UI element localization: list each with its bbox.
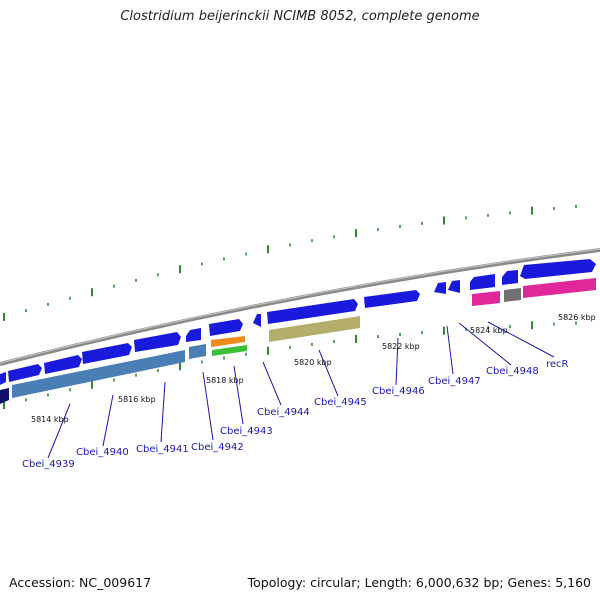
cds-feature-blue[interactable] xyxy=(434,282,446,294)
leader-line xyxy=(487,321,555,358)
cds-feature-blue[interactable] xyxy=(44,355,82,374)
gene-label[interactable]: Cbei_4940 xyxy=(76,447,129,458)
leader-line xyxy=(47,403,71,459)
leader-line xyxy=(395,337,399,386)
cds-feature-magenta[interactable] xyxy=(523,278,596,298)
accession-label: Accession: NC_009617 xyxy=(9,575,152,590)
cds-feature-blue[interactable] xyxy=(186,328,201,342)
cds-feature-blue[interactable] xyxy=(0,372,6,385)
cds-feature-navy[interactable] xyxy=(0,388,9,404)
forward-strand-features xyxy=(0,259,596,385)
cds-feature-blue[interactable] xyxy=(8,364,42,382)
gene-label[interactable]: Cbei_4939 xyxy=(22,459,75,470)
gene-label[interactable]: Cbei_4947 xyxy=(428,376,481,387)
gene-labels: Cbei_4939 Cbei_4940 Cbei_4941 Cbei_4942 … xyxy=(22,359,569,470)
kbp-label: 5822 kbp xyxy=(382,342,420,351)
genome-backbone xyxy=(0,248,600,366)
kbp-label: 5816 kbp xyxy=(118,395,156,404)
kbp-label: 5820 kbp xyxy=(294,358,332,367)
leader-line xyxy=(446,325,454,375)
gene-label[interactable]: Cbei_4945 xyxy=(314,397,367,408)
leader-line xyxy=(262,361,282,406)
cds-feature-blue[interactable] xyxy=(209,319,243,336)
inner-tick-ring xyxy=(3,321,577,410)
kbp-label: 5824 kbp xyxy=(470,326,508,335)
leader-line xyxy=(160,381,166,443)
cds-feature-olive[interactable] xyxy=(269,316,360,342)
gene-label[interactable]: Cbei_4946 xyxy=(372,386,425,397)
cds-feature-steelblue[interactable] xyxy=(12,350,185,398)
cds-feature-blue[interactable] xyxy=(267,299,358,324)
outer-tick-ring xyxy=(3,204,577,321)
cds-feature-blue[interactable] xyxy=(364,290,420,308)
gene-label[interactable]: Cbei_4942 xyxy=(191,442,244,453)
map-title: Clostridium beijerinckii NCIMB 8052, com… xyxy=(120,9,480,24)
kbp-labels: 5814 kbp 5816 kbp 5818 kbp 5820 kbp 5822… xyxy=(31,313,596,424)
cds-feature-blue[interactable] xyxy=(520,259,596,279)
gene-label[interactable]: Cbei_4944 xyxy=(257,407,310,418)
leader-line xyxy=(318,349,339,397)
cds-feature-green[interactable] xyxy=(212,345,247,356)
gene-label[interactable]: recR xyxy=(546,359,569,370)
cds-feature-blue[interactable] xyxy=(448,280,460,293)
reverse-strand-features xyxy=(0,278,596,404)
cds-feature-blue[interactable] xyxy=(470,274,495,290)
cds-feature-blue[interactable] xyxy=(502,270,518,285)
cds-feature-steelblue[interactable] xyxy=(189,344,206,359)
cds-feature-blue[interactable] xyxy=(82,343,132,364)
leader-line xyxy=(102,394,114,447)
gene-label[interactable]: Cbei_4943 xyxy=(220,426,273,437)
gene-leader-lines xyxy=(47,321,555,459)
kbp-label: 5818 kbp xyxy=(206,376,244,385)
kbp-label: 5826 kbp xyxy=(558,313,596,322)
cds-feature-blue[interactable] xyxy=(253,314,261,327)
leader-line xyxy=(233,365,244,425)
kbp-label: 5814 kbp xyxy=(31,415,69,424)
leader-line xyxy=(458,322,512,366)
genome-backbone-highlight xyxy=(0,248,600,364)
cds-feature-magenta[interactable] xyxy=(472,291,500,306)
cds-feature-gray[interactable] xyxy=(504,288,521,302)
cds-feature-blue[interactable] xyxy=(134,332,181,352)
cds-feature-orange[interactable] xyxy=(211,336,245,347)
gene-label[interactable]: Cbei_4948 xyxy=(486,366,539,377)
leader-line xyxy=(202,371,214,441)
gene-label[interactable]: Cbei_4941 xyxy=(136,444,189,455)
topology-label: Topology: circular; Length: 6,000,632 bp… xyxy=(247,575,591,590)
